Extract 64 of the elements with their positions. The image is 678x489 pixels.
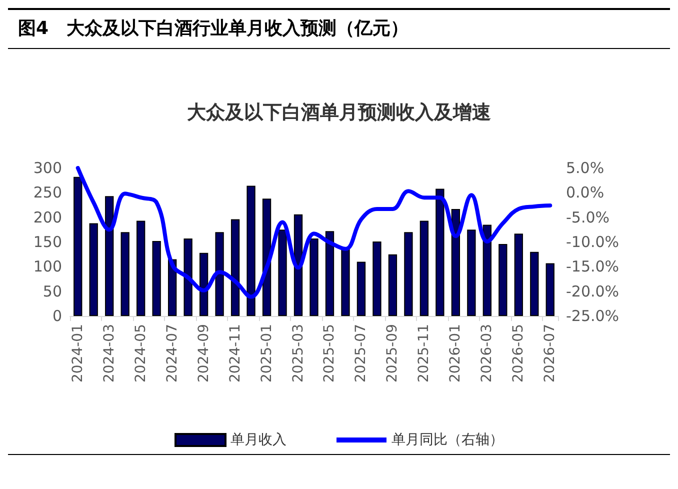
bar [310,238,318,316]
x-tick-label: 2024-01 [70,324,86,382]
x-tick-label: 2025-03 [290,324,306,382]
bar [246,186,256,316]
y2-tick-label: -25.0% [566,307,620,325]
y-tick-label: 100 [33,258,62,276]
bar [404,232,413,316]
y-tick-label: 0 [52,307,62,325]
bar [199,252,208,316]
y2-tick-label: 5.0% [566,159,604,177]
chart-subtitle: 大众及以下白酒单月预测收入及增速 [187,102,491,124]
y2-tick-label: -15.0% [566,258,620,276]
bar [105,196,114,316]
bar [451,208,460,316]
bar [420,220,429,316]
chart-title: 图4 大众及以下白酒行业单月收入预测（亿元） [18,17,409,40]
x-tick-label: 2026-05 [510,324,527,382]
bar [215,232,224,316]
x-tick-label: 2025-09 [384,324,401,382]
bar [356,262,366,316]
bar [388,254,398,316]
x-tick-label: 2024-03 [101,324,118,382]
y-tick-label: 50 [42,282,62,300]
x-tick-label: 2025-11 [416,324,432,382]
bar [120,232,130,316]
x-tick-label: 2024-11 [227,324,244,382]
y-tick-label: 200 [33,208,62,226]
bar [372,242,382,316]
x-tick-label: 2024-05 [132,324,149,382]
x-tick-label: 2026-03 [479,324,496,382]
bar [467,230,476,316]
bar [278,230,287,316]
x-tick-label: 2025-07 [353,324,370,382]
y-tick-label: 150 [33,233,62,251]
x-tick-label: 2024-07 [164,324,180,382]
bar [89,223,98,316]
y2-tick-label: 0.0% [566,184,604,202]
legend-label: 单月同比（右轴） [392,432,504,448]
bar [294,214,303,316]
y-tick-label: 300 [33,159,62,177]
y-tick-label: 250 [33,184,62,202]
x-tick-label: 2024-09 [196,324,212,382]
bar [482,224,492,316]
y2-tick-label: -20.0% [566,282,620,300]
bar [498,244,508,316]
bar [436,188,444,316]
bar [74,176,82,316]
bar [530,252,539,316]
x-tick-label: 2026-01 [448,324,464,382]
bar [184,238,192,316]
line-series [76,166,552,299]
x-tick-label: 2025-01 [258,324,275,382]
bar [325,231,334,316]
bar [514,234,523,316]
bar [152,241,161,316]
x-tick-label: 2026-07 [542,324,558,382]
bar [341,248,350,316]
bar [136,220,146,316]
x-tick-label: 2025-05 [322,324,338,382]
bar [546,263,554,316]
legend-label: 单月收入 [230,432,286,448]
y2-tick-label: -5.0% [566,208,610,226]
bar [230,219,240,316]
y2-tick-label: -10.0% [566,233,620,251]
